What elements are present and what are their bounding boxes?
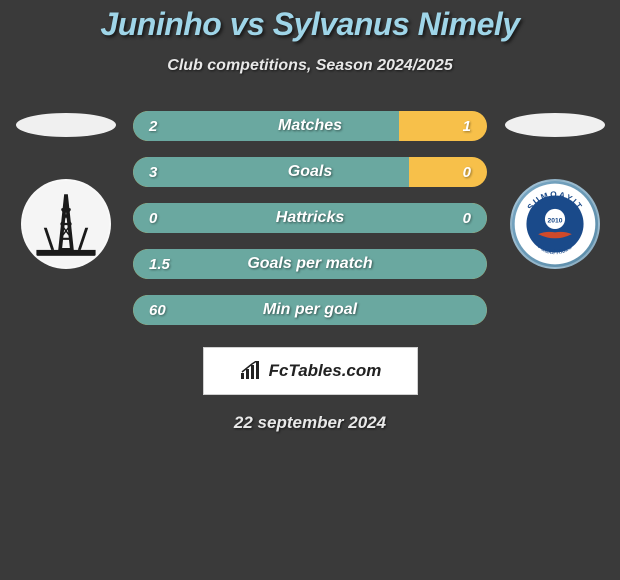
brand-text: FcTables.com bbox=[269, 361, 382, 381]
brand-box[interactable]: FcTables.com bbox=[203, 347, 418, 395]
stat-row-goals-per-match: 1.5 Goals per match bbox=[133, 249, 487, 279]
comparison-card: Juninho vs Sylvanus Nimely Club competit… bbox=[0, 0, 620, 580]
page-title: Juninho vs Sylvanus Nimely bbox=[0, 6, 620, 43]
stat-row-min-per-goal: 60 Min per goal bbox=[133, 295, 487, 325]
stat-row-matches: 2 Matches 1 bbox=[133, 111, 487, 141]
main-area: 2 Matches 1 3 Goals 0 0 Hattricks 0 1.5 … bbox=[0, 111, 620, 341]
bar-chart-icon bbox=[239, 361, 263, 381]
stat-fill bbox=[133, 111, 399, 141]
stat-fill bbox=[133, 157, 409, 187]
stats-column: 2 Matches 1 3 Goals 0 0 Hattricks 0 1.5 … bbox=[123, 111, 497, 341]
stat-label: Matches bbox=[278, 117, 342, 135]
stat-row-goals: 3 Goals 0 bbox=[133, 157, 487, 187]
date-text: 22 september 2024 bbox=[0, 413, 620, 433]
stat-label: Goals bbox=[288, 163, 332, 181]
sumqayit-crest-icon: SUMQAYIT Futbol Klubu 2010 bbox=[513, 182, 597, 266]
stat-left-value: 60 bbox=[149, 302, 166, 319]
stat-right-value: 1 bbox=[463, 118, 471, 135]
oil-derrick-icon bbox=[29, 187, 103, 261]
subtitle: Club competitions, Season 2024/2025 bbox=[0, 57, 620, 75]
left-club-crest bbox=[21, 179, 111, 269]
left-flag-placeholder bbox=[16, 113, 116, 137]
stat-left-value: 1.5 bbox=[149, 256, 170, 273]
right-flag-placeholder bbox=[505, 113, 605, 137]
stat-row-hattricks: 0 Hattricks 0 bbox=[133, 203, 487, 233]
stat-label: Min per goal bbox=[263, 301, 357, 319]
right-column: SUMQAYIT Futbol Klubu 2010 bbox=[497, 111, 612, 341]
stat-left-value: 0 bbox=[149, 210, 157, 227]
stat-label: Goals per match bbox=[247, 255, 372, 273]
right-club-crest: SUMQAYIT Futbol Klubu 2010 bbox=[510, 179, 600, 269]
svg-text:2010: 2010 bbox=[547, 217, 562, 224]
stat-right-value: 0 bbox=[463, 210, 471, 227]
left-column bbox=[8, 111, 123, 341]
stat-label: Hattricks bbox=[276, 209, 344, 227]
stat-right-value: 0 bbox=[463, 164, 471, 181]
stat-left-value: 2 bbox=[149, 118, 157, 135]
stat-left-value: 3 bbox=[149, 164, 157, 181]
